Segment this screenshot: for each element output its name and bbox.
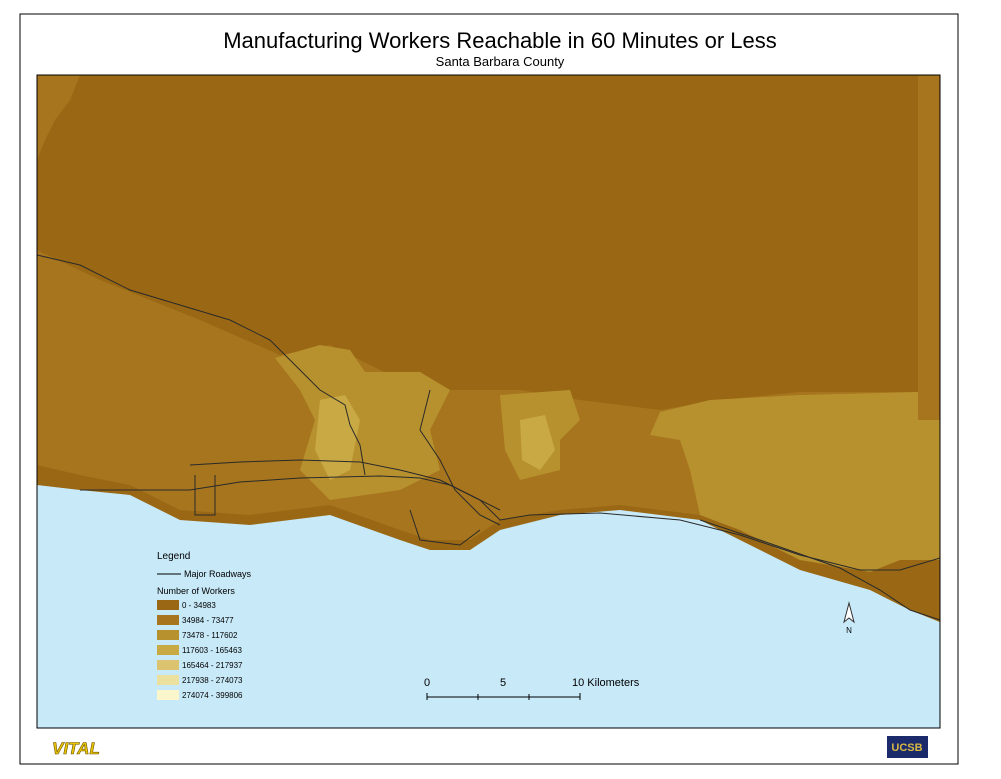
legend-swatch [157,615,179,625]
legend-swatch [157,660,179,670]
legend-class-label: 117603 - 165463 [182,646,242,655]
legend-roads: Major Roadways [184,569,252,579]
land-region [275,345,450,500]
logo-left: VITAL [52,739,100,758]
land-region [520,415,555,470]
legend-swatch [157,600,179,610]
scale-bar: 0 5 10 Kilometers [424,677,640,700]
legend-class-label: 73478 - 117602 [182,631,238,640]
land-region [918,75,940,400]
legend-swatch [157,630,179,640]
map-title: Manufacturing Workers Reachable in 60 Mi… [223,28,777,53]
scale-label: 5 [500,677,506,689]
legend-class-label: 217938 - 274073 [182,676,243,685]
map-subtitle: Santa Barbara County [436,54,565,69]
legend-class-label: 0 - 34983 [182,601,216,610]
road [409,509,481,546]
map-body [36,75,941,728]
legend-class-label: 274074 - 399806 [182,691,243,700]
land-region [315,395,360,480]
road [699,519,941,621]
logo-right: UCSB [891,742,922,754]
legend-class-label: 165464 - 217937 [182,661,243,670]
road [194,475,216,516]
north-arrow: N [843,601,855,635]
legend: Legend Major Roadways Number of Workers … [157,551,252,700]
land-region [650,392,940,572]
road [36,254,366,476]
logo-right-box [887,736,928,758]
north-label: N [846,626,852,635]
north-arrow-shape [843,601,855,624]
legend-class-label: 34984 - 73477 [182,616,234,625]
map-frame [36,74,941,729]
legend-swatch [157,675,179,685]
scale-label: 10 Kilometers [572,677,640,689]
legend-swatch [157,645,179,655]
legend-swatch [157,690,179,700]
road [189,459,501,511]
land-region [870,568,940,622]
land-region [37,75,80,160]
scale-label: 0 [424,677,430,689]
legend-class-title: Number of Workers [157,586,235,596]
road [419,389,501,526]
legend-title: Legend [157,551,190,562]
